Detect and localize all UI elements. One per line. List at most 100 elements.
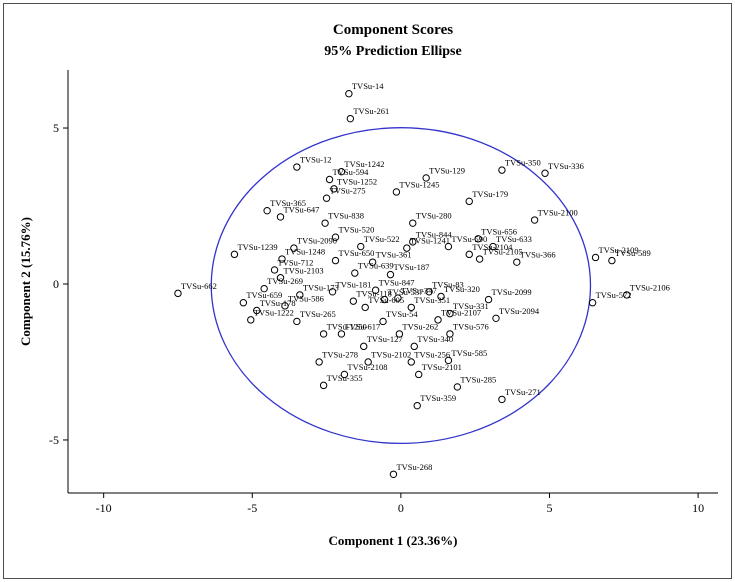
- y-tick-label: 0: [53, 277, 59, 291]
- data-point: [281, 302, 289, 310]
- data-point: [293, 317, 301, 326]
- data-point: [319, 381, 328, 390]
- data-point: [293, 163, 301, 171]
- point-label: TVSu-365: [270, 198, 306, 208]
- data-point: [351, 269, 359, 277]
- point-label: TVSu-359: [420, 393, 456, 403]
- data-point: [357, 242, 365, 251]
- point-label: TVSu-522: [364, 234, 400, 244]
- data-point: [331, 233, 340, 241]
- data-point: [409, 238, 417, 246]
- data-point: [392, 188, 401, 196]
- data-point: [437, 292, 445, 301]
- data-point: [263, 206, 271, 215]
- point-label: TVSu-256: [414, 349, 450, 359]
- x-tick-label: -10: [96, 501, 112, 515]
- point-label: TVSu-572: [596, 290, 632, 300]
- x-tick-label: 5: [546, 501, 552, 515]
- data-point: [315, 358, 323, 366]
- point-label: TVSu-594: [333, 167, 370, 177]
- point-label: TVSu-2106: [630, 282, 670, 292]
- point-label: TVSu-118: [356, 289, 392, 299]
- point-label: TVSu-275: [330, 186, 366, 196]
- point-label: TVSu-1245: [399, 179, 439, 189]
- y-tick-label: -5: [49, 433, 59, 447]
- point-label: TVSu-331: [453, 301, 489, 311]
- point-label: TVSu-12: [300, 155, 332, 165]
- y-tick-label: 5: [53, 121, 59, 135]
- point-label: TVSu-586: [288, 293, 324, 303]
- data-point: [276, 213, 285, 221]
- point-label: TVSu-271: [505, 387, 541, 397]
- point-label: TVSu-1241: [410, 236, 450, 246]
- point-label: TVSu-656: [481, 226, 517, 236]
- data-point: [623, 291, 631, 299]
- data-point: [591, 253, 600, 262]
- point-label: TVSu-355: [327, 373, 363, 383]
- data-point: [270, 266, 279, 274]
- point-label: TVSu-633: [496, 234, 532, 244]
- point-label: TVSu-127: [367, 334, 403, 344]
- point-label: TVSu-268: [396, 462, 432, 472]
- point-label: TVSu-2094: [499, 306, 540, 316]
- x-tick-label: 10: [692, 501, 704, 515]
- data-point: [337, 167, 346, 176]
- point-label: TVSu-639: [358, 261, 394, 271]
- data-point: [290, 244, 298, 252]
- point-label: TVSu-54: [386, 309, 418, 319]
- data-point: [415, 370, 423, 379]
- data-point: [465, 250, 473, 259]
- point-label: TVSu-2109: [599, 245, 639, 255]
- point-label: TVSu-585: [451, 348, 487, 358]
- chart-title: Component Scores: [333, 22, 453, 38]
- data-point: [380, 295, 389, 304]
- point-label: TVSu-576: [453, 321, 489, 331]
- data-point: [371, 286, 380, 294]
- point-label: TVSu-262: [402, 321, 438, 331]
- data-point: [484, 295, 493, 304]
- prediction-ellipse: [210, 127, 592, 445]
- data-point: [425, 288, 433, 296]
- point-label: TVSu-1242: [344, 159, 384, 169]
- point-label: TVSu-1252: [337, 176, 377, 186]
- point-label: TVSu-2100: [538, 208, 578, 218]
- point-label: TVSu-659: [246, 290, 282, 300]
- point-label: TVSu-269: [267, 276, 303, 286]
- point-label: TVSu-589: [615, 248, 651, 258]
- point-label: TVSu-347: [401, 286, 437, 296]
- point-label: TVSu-2107: [441, 307, 481, 317]
- data-point: [349, 297, 358, 305]
- data-point: [413, 401, 421, 410]
- x-axis-title: Component 1 (23.36%): [329, 533, 458, 548]
- point-label: TVSu-590: [451, 234, 487, 244]
- data-point: [541, 169, 549, 177]
- data-point: [368, 258, 377, 266]
- data-point: [446, 330, 454, 338]
- point-label: TVSu-2105: [483, 247, 523, 257]
- point-label: TVSu-537: [388, 287, 424, 297]
- point-label: TVSu-838: [328, 211, 364, 221]
- point-label: TVSu-520: [338, 225, 374, 235]
- point-label: TVSu-361: [376, 250, 412, 260]
- point-label: TVSu-847: [379, 278, 415, 288]
- x-tick-label: -5: [247, 501, 257, 515]
- data-point: [474, 235, 482, 243]
- data-point: [498, 166, 506, 174]
- point-label: TVSu-2104: [472, 242, 513, 252]
- data-point: [403, 244, 411, 252]
- data-point: [379, 317, 387, 326]
- data-point: [530, 216, 539, 224]
- data-point: [444, 242, 453, 251]
- data-point: [389, 470, 398, 478]
- point-label: TVSu-179: [472, 189, 508, 199]
- data-point: [446, 309, 454, 318]
- point-label: TVSu-366: [520, 250, 556, 260]
- point-label: TVSu-83: [432, 279, 464, 289]
- data-point: [330, 185, 338, 193]
- data-point: [322, 194, 331, 202]
- point-label: TVSu-844: [416, 229, 453, 239]
- point-label: TVSu-650: [338, 248, 374, 258]
- point-label: TVSu-1248: [285, 247, 325, 257]
